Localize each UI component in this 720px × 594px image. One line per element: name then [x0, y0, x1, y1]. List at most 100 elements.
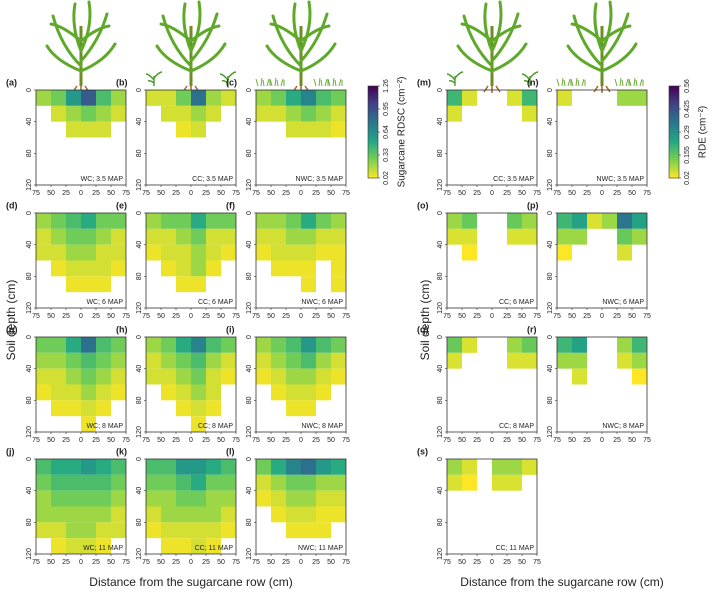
colorbar-swatch: [669, 175, 679, 179]
heatmap-cell: [96, 90, 111, 106]
heatmap-cell: [161, 384, 176, 401]
x-tick-label: 75: [443, 313, 451, 320]
y-tick-label: 40: [26, 118, 33, 126]
heatmap-cell: [271, 337, 286, 353]
heatmap-cell: [161, 90, 176, 106]
plant-icons: [45, 0, 644, 95]
x-tick-label: 75: [232, 559, 240, 566]
heatmap-cell: [256, 228, 271, 245]
heatmap-cell: [256, 90, 271, 106]
panel: 75 50 25 0 25 50 75 0 40 80 120 (q) CC; 8 MAP: [417, 324, 541, 443]
heatmap-cell: [36, 244, 51, 261]
x-tick-label: 25: [503, 437, 511, 444]
heatmap-cell: [522, 228, 537, 245]
heatmap-cell: [271, 459, 286, 475]
heatmap-cell: [176, 459, 191, 475]
panel: 75 50 25 0 25 50 75 0 40 80 120 (s) CC; 11 MAP: [417, 446, 541, 565]
y-tick-label: 0: [136, 88, 143, 92]
y-tick-label: 120: [26, 179, 33, 191]
y-tick-label: 80: [547, 396, 554, 404]
heatmap-cell: [161, 538, 176, 554]
heatmap-cell: [256, 352, 271, 369]
y-tick-label: 40: [437, 365, 444, 373]
heatmap-cell: [617, 244, 632, 261]
heatmap-cell: [316, 522, 331, 539]
y-tick-label: 0: [246, 88, 253, 92]
x-tick-label: 50: [628, 190, 636, 197]
heatmap-cell: [111, 228, 126, 245]
heatmap-cell: [462, 244, 477, 261]
heatmap-cell: [331, 337, 346, 353]
heatmap-cell: [146, 337, 161, 353]
heatmap-cell: [111, 244, 126, 261]
x-tick-label: 25: [62, 190, 70, 197]
x-tick-label: 50: [518, 559, 526, 566]
x-tick-label: 25: [583, 190, 591, 197]
x-tick-label: 50: [568, 313, 576, 320]
heatmap-cell: [316, 244, 331, 261]
y-tick-label: 120: [136, 426, 143, 438]
x-tick-label: 0: [299, 313, 303, 320]
colorbar-swatch: [669, 171, 679, 174]
heatmap-cell: [286, 260, 301, 277]
x-tick-label: 25: [282, 190, 290, 197]
y-tick-label: 40: [246, 118, 253, 126]
x-tick-label: 75: [142, 190, 150, 197]
heatmap-cell: [206, 506, 221, 523]
x-tick-label: 25: [282, 313, 290, 320]
panel-annotation: CC; 11 MAP: [496, 545, 535, 552]
heatmap-cell: [51, 244, 66, 261]
heatmap-cell: [51, 213, 66, 229]
colorbar-swatch: [669, 125, 679, 128]
heatmap-cell: [191, 228, 206, 245]
heatmap-cell: [146, 506, 161, 523]
heatmap-cell: [51, 337, 66, 353]
y-tick-label: 0: [136, 211, 143, 215]
heatmap-cell: [286, 400, 301, 417]
x-tick-label: 25: [473, 559, 481, 566]
heatmap-cell: [66, 121, 81, 138]
heatmap-cell: [191, 337, 206, 353]
x-tick-label: 25: [503, 190, 511, 197]
heatmap-cell: [572, 368, 587, 385]
x-tick-label: 50: [47, 437, 55, 444]
heatmap-cell: [206, 105, 221, 122]
x-tick-label: 50: [157, 313, 165, 320]
colorbar-swatch: [368, 115, 378, 119]
colorbar-swatch: [669, 115, 679, 119]
heatmap-cell: [96, 538, 111, 554]
heatmap-cell: [81, 459, 96, 475]
colorbar-swatch: [669, 157, 679, 160]
colorbar-swatch: [669, 118, 679, 121]
heatmap-cell: [617, 352, 632, 369]
x-tick-label: 0: [79, 559, 83, 566]
heatmap-cell: [176, 400, 191, 417]
heatmap-cell: [96, 337, 111, 353]
colorbar-swatch: [669, 86, 679, 89]
heatmap-cell: [191, 90, 206, 106]
colorbar-swatch: [368, 86, 378, 89]
heatmap-cell: [522, 213, 537, 229]
heatmap-cell: [206, 538, 221, 554]
heatmap-cell: [316, 506, 331, 523]
heatmap-cell: [81, 121, 96, 138]
x-tick-label: 75: [342, 313, 350, 320]
x-tick-label: 25: [172, 190, 180, 197]
heatmap-cell: [191, 400, 206, 417]
colorbar-title: Sugarcane RDSC (cm⁻²): [397, 77, 408, 188]
heatmap-cell: [221, 490, 236, 507]
heatmap-cell: [51, 506, 66, 523]
colorbar-swatch: [368, 125, 378, 128]
y-tick-label: 120: [246, 548, 253, 560]
x-tick-label: 0: [189, 437, 193, 444]
x-tick-label: 50: [217, 190, 225, 197]
heatmap-cell: [316, 337, 331, 353]
heatmap-cell: [51, 474, 66, 491]
y-tick-label: 0: [437, 88, 444, 92]
heatmap-cell: [36, 459, 51, 475]
panel: 75 50 25 0 25 50 75 0 40 80 120 (g) WC; 8 MAP: [6, 324, 130, 443]
colorbar-title: RDE (cm⁻²): [698, 106, 709, 159]
x-axis-title: Distance from the sugarcane row (cm): [460, 575, 663, 589]
panel-label: (d): [6, 200, 18, 210]
y-tick-label: 0: [26, 211, 33, 215]
